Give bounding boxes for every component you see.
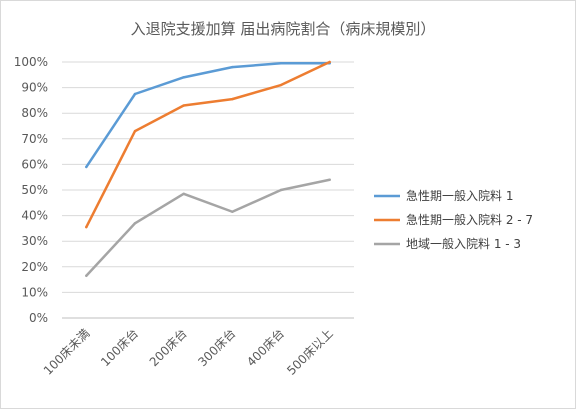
y-axis-ticks: 0% 10% 20% 30% 40% 50% 60% 70% 80% 90% 100% [14, 55, 48, 325]
x-tick-label: 300床台 [195, 326, 239, 370]
data-point [133, 129, 137, 133]
legend-label: 急性期一般入院料 1 [406, 188, 513, 203]
y-tick-label: 90% [21, 81, 48, 95]
y-tick-label: 0% [29, 311, 48, 325]
data-point [231, 65, 234, 69]
data-point [85, 165, 88, 169]
data-point [231, 97, 234, 101]
data-point [279, 188, 283, 192]
data-point [182, 76, 185, 79]
x-tick-label: 500床以上 [284, 326, 336, 378]
legend-label: 急性期一般入院料 2 - 7 [406, 212, 533, 227]
data-point [182, 192, 185, 196]
data-point [231, 210, 234, 213]
x-tick-label: 200床台 [146, 326, 190, 370]
data-point [85, 274, 88, 277]
series-line-2 [85, 60, 331, 229]
legend-label: 地域一般入院料 1 - 3 [406, 236, 521, 251]
legend: 急性期一般入院料 1 急性期一般入院料 2 - 7 地域一般入院料 1 - 3 [374, 188, 533, 251]
y-tick-label: 20% [21, 260, 48, 274]
chart-title: 入退院支援加算 届出病院割合（病床規模別） [131, 20, 436, 38]
y-tick-label: 30% [21, 234, 48, 248]
y-tick-label: 100% [14, 55, 48, 69]
x-tick-label: 100床台 [97, 326, 141, 370]
x-tick-label: 400床台 [243, 326, 287, 370]
y-tick-label: 60% [21, 157, 48, 171]
data-point [279, 83, 283, 87]
data-point [85, 225, 88, 229]
data-point [133, 222, 137, 225]
y-tick-label: 50% [21, 183, 48, 197]
series-line-1 [85, 62, 331, 169]
data-point [279, 62, 283, 65]
y-tick-label: 40% [21, 209, 48, 223]
y-tick-label: 70% [21, 132, 48, 146]
data-point [328, 60, 331, 64]
data-point [328, 178, 331, 181]
y-tick-label: 10% [21, 285, 48, 299]
data-point [133, 92, 137, 96]
y-tick-label: 80% [21, 106, 48, 120]
data-point [182, 104, 185, 107]
series-line-3 [85, 178, 331, 278]
gridlines [62, 61, 354, 319]
x-tick-label: 100床未満 [41, 326, 93, 378]
series-lines [85, 60, 331, 278]
